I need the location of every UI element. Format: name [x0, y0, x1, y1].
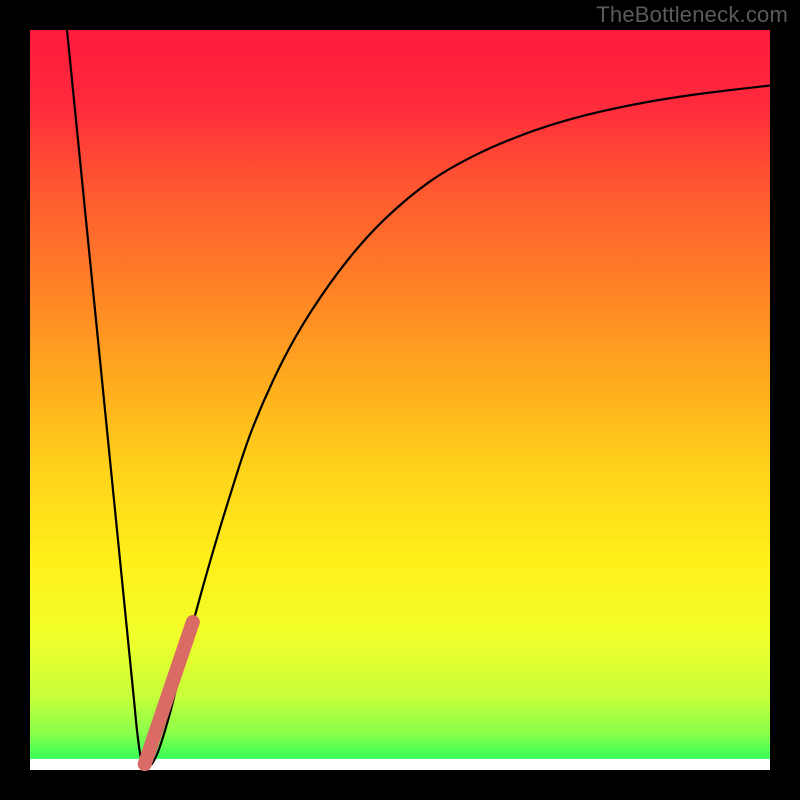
- plot-background: [30, 30, 770, 770]
- chart-container: TheBottleneck.com: [0, 0, 800, 800]
- bottleneck-chart: [0, 0, 800, 800]
- watermark-text: TheBottleneck.com: [596, 2, 788, 28]
